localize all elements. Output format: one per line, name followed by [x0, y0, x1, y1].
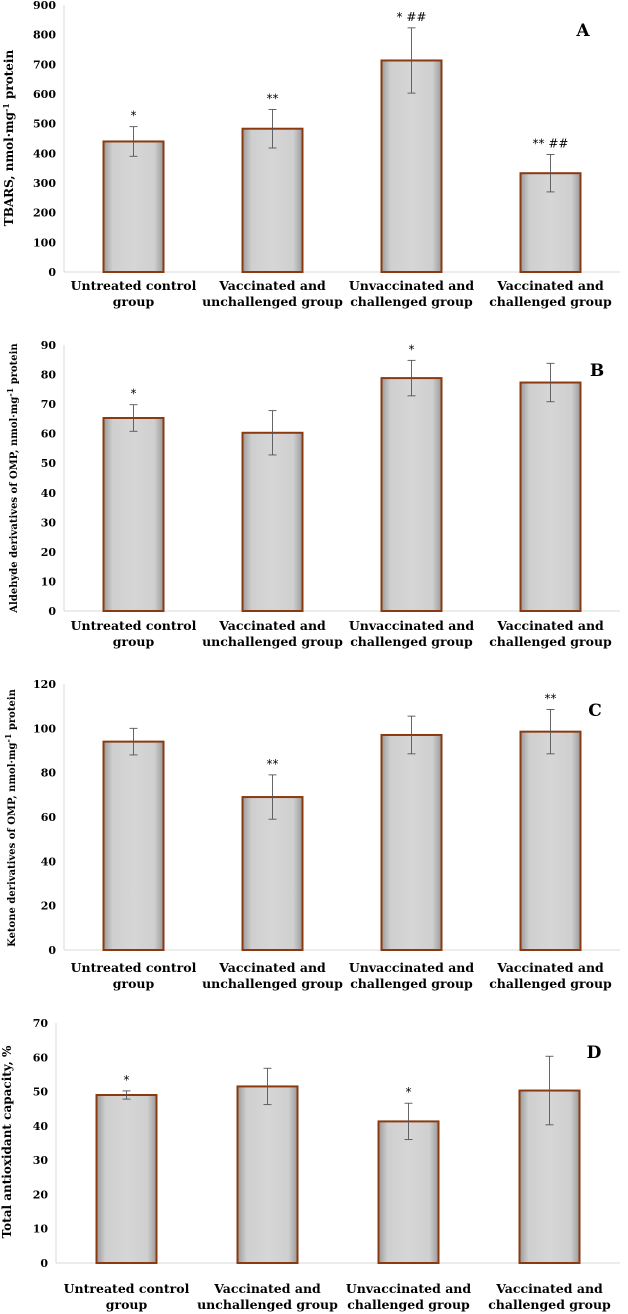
significance-mark: *: [124, 1073, 130, 1087]
bar-a-2: [241, 127, 304, 273]
category-label: Unvaccinated and challenged group: [346, 1281, 472, 1312]
bar-a-3: [380, 59, 443, 273]
significance-mark: *: [131, 109, 137, 123]
y-tick-label: 600: [33, 88, 56, 101]
bar-c-4: [519, 730, 582, 951]
y-tick-label: 400: [33, 147, 56, 160]
category-label: Unvaccinated and challenged group: [349, 618, 475, 649]
panel-letter: B: [590, 361, 604, 381]
y-tick-label: 50: [33, 1086, 49, 1099]
y-tick-label: 80: [41, 767, 57, 780]
category-label: Vaccinated and challenged group: [488, 1281, 611, 1312]
y-tick-label: 0: [48, 605, 56, 618]
category-label: Untreated control group: [71, 278, 197, 309]
chart-panel-c: 0 20 40 60 80 100 120 Ketone derivatives of OMP…: [0, 672, 628, 994]
category-label: Vaccinated and unchallenged group: [197, 1281, 338, 1312]
bar-d-3: [377, 1120, 440, 1265]
y-tick-label: 500: [33, 118, 56, 131]
y-axis-label: Aldehyde derivatives of OMP, nmol·mg-1 p…: [5, 343, 20, 614]
bar-b-4: [519, 381, 582, 613]
significance-mark: **: [545, 691, 557, 705]
y-tick-label: 40: [41, 855, 57, 868]
y-tick-label: 20: [33, 1188, 49, 1201]
category-label: Vaccinated and unchallenged group: [202, 960, 343, 991]
y-tick-label: 0: [48, 266, 56, 279]
significance-mark: *: [131, 387, 137, 401]
significance-mark: *: [409, 342, 415, 356]
y-axis-label: TBARS, nmol·mg-1 protein: [1, 50, 16, 227]
y-tick-label: 20: [41, 546, 57, 559]
y-tick-label: 10: [33, 1223, 49, 1236]
y-tick-label: 80: [41, 369, 57, 382]
y-tick-label: 900: [33, 0, 56, 12]
bar-c-3: [380, 733, 443, 951]
y-tick-label: 10: [41, 575, 57, 588]
category-label: Untreated control group: [71, 618, 197, 649]
bar-b-3: [380, 377, 443, 613]
y-tick-label: 120: [33, 678, 56, 691]
y-tick-label: 30: [41, 516, 57, 529]
category-label: Vaccinated and challenged group: [489, 278, 612, 309]
panel-letter: A: [575, 21, 590, 41]
bar-b-1: [102, 417, 165, 612]
category-label: Vaccinated and challenged group: [489, 618, 612, 649]
y-tick-label: 200: [33, 207, 56, 220]
y-tick-label: 800: [33, 29, 56, 42]
panel-letter: C: [588, 701, 602, 721]
bar-d-2: [236, 1085, 299, 1264]
category-label: Unvaccinated and challenged group: [349, 960, 475, 991]
category-label: Vaccinated and unchallenged group: [202, 278, 343, 309]
y-tick-label: 60: [33, 1051, 49, 1064]
bar-d-1: [95, 1094, 158, 1264]
y-tick-label: 100: [33, 722, 56, 735]
y-tick-label: 50: [41, 457, 57, 470]
y-tick-label: 60: [41, 811, 57, 824]
category-label: Untreated control group: [71, 960, 197, 991]
y-tick-label: 70: [33, 1017, 49, 1030]
y-tick-label: 30: [33, 1154, 49, 1167]
significance-mark: **: [267, 91, 279, 105]
y-tick-label: 40: [41, 487, 57, 500]
chart-svg-b: 0 10 20 30 40 50 60 70 80 90 Aldehyde derivatives …: [5, 339, 620, 649]
chart-panel-a: 0 100 200 300 400 500 600 700 800 900 TBARS, nmol·…: [0, 0, 628, 318]
chart-svg-d: 0 10 20 30 40 50 60 70 Total antioxidant capacit…: [0, 1017, 620, 1312]
y-tick-label: 90: [41, 339, 57, 352]
category-label: Vaccinated and challenged group: [489, 960, 612, 991]
category-label: Untreated control group: [64, 1281, 190, 1312]
y-tick-label: 70: [41, 398, 57, 411]
y-tick-label: 300: [33, 177, 56, 190]
chart-svg-a: 0 100 200 300 400 500 600 700 800 900 TBARS, nmol·…: [1, 0, 620, 309]
chart-panel-b: 0 10 20 30 40 50 60 70 80 90 Aldehyde derivatives …: [0, 330, 628, 660]
y-tick-label: 20: [41, 900, 57, 913]
y-axis-label: Ketone derivatives of OMP, nmol·mg-1 pro…: [3, 688, 18, 947]
bar-c-1: [102, 740, 165, 951]
y-axis-label: Total antioxidant capacity, %: [0, 1045, 14, 1238]
y-tick-label: 700: [33, 58, 56, 71]
y-tick-label: 0: [48, 944, 56, 957]
category-label: Unvaccinated and challenged group: [349, 278, 475, 309]
bar-b-2: [241, 431, 304, 612]
chart-panel-d: 0 10 20 30 40 50 60 70 Total antioxidant capacit…: [0, 1008, 628, 1314]
significance-mark: * ##: [397, 10, 427, 24]
significance-mark: *: [406, 1085, 412, 1099]
y-tick-label: 40: [33, 1120, 49, 1133]
y-tick-label: 100: [33, 236, 56, 249]
bar-c-2: [241, 796, 304, 951]
bar-a-1: [102, 140, 165, 273]
significance-mark: ** ##: [533, 137, 569, 151]
chart-svg-c: 0 20 40 60 80 100 120 Ketone derivatives of OMP…: [3, 678, 620, 991]
y-tick-label: 60: [41, 428, 57, 441]
panel-letter: D: [587, 1043, 602, 1063]
y-tick-label: 0: [40, 1257, 48, 1270]
category-label: Vaccinated and unchallenged group: [202, 618, 343, 649]
significance-mark: **: [267, 757, 279, 771]
